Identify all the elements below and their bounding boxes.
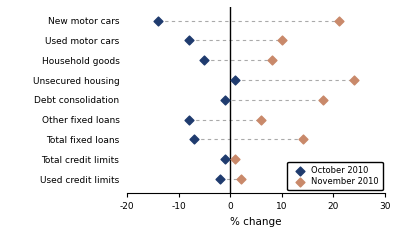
November 2010 — [299, 138, 306, 141]
October 2010 — [201, 59, 208, 62]
October 2010 — [186, 118, 192, 121]
October 2010 — [191, 138, 197, 141]
X-axis label: % change: % change — [230, 217, 282, 227]
November 2010 — [268, 59, 275, 62]
November 2010 — [258, 118, 264, 121]
Legend: October 2010, November 2010: October 2010, November 2010 — [287, 162, 383, 190]
October 2010 — [217, 177, 223, 181]
October 2010 — [232, 78, 239, 82]
November 2010 — [351, 78, 357, 82]
November 2010 — [320, 98, 326, 102]
November 2010 — [335, 19, 342, 22]
October 2010 — [155, 19, 161, 22]
November 2010 — [232, 158, 239, 161]
November 2010 — [237, 177, 244, 181]
November 2010 — [279, 39, 285, 42]
October 2010 — [186, 39, 192, 42]
October 2010 — [222, 158, 228, 161]
October 2010 — [222, 98, 228, 102]
